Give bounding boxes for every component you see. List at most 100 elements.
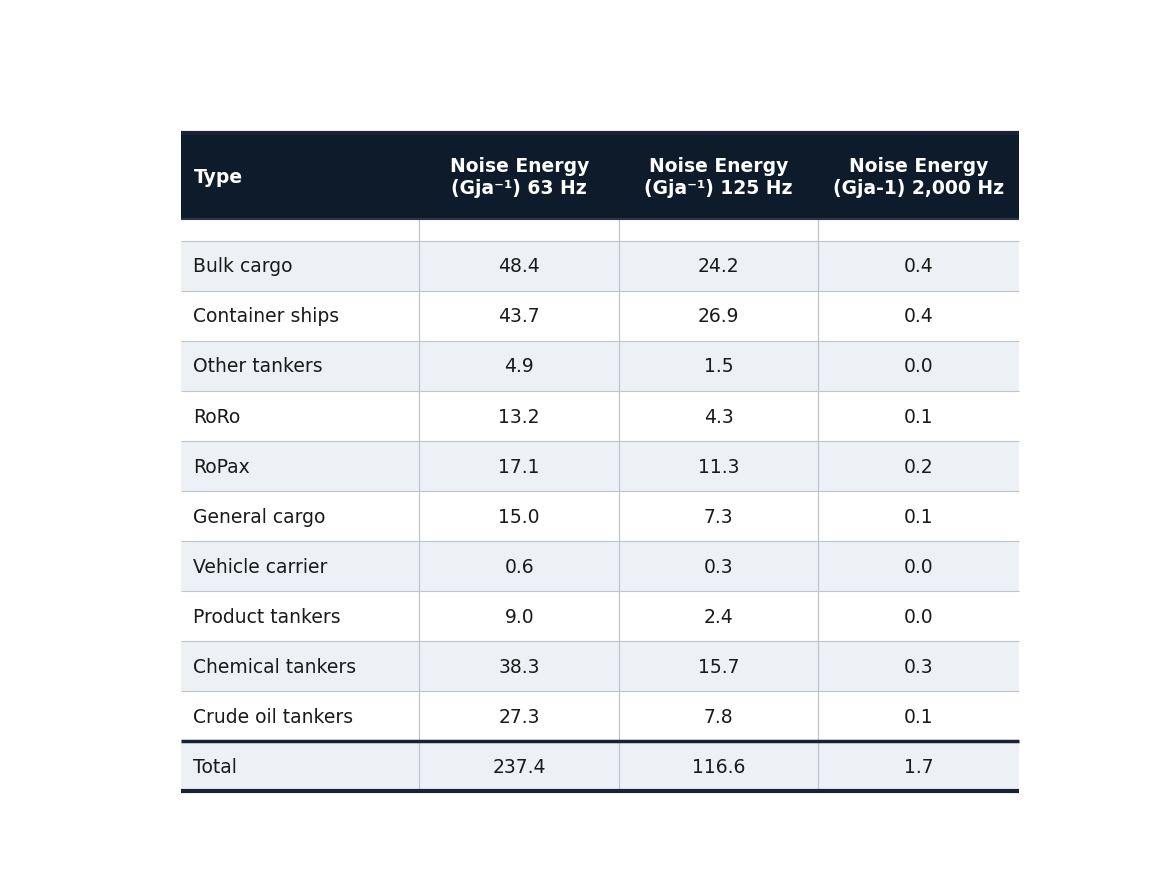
Text: Bulk cargo: Bulk cargo [193,257,292,276]
Text: Chemical tankers: Chemical tankers [193,657,357,676]
Text: RoPax: RoPax [193,457,250,476]
Bar [420,691,619,741]
Text: 0.1: 0.1 [903,407,934,426]
Bar [180,220,420,242]
Text: Container ships: Container ships [193,307,339,326]
Text: 13.2: 13.2 [498,407,539,426]
Text: 0.1: 0.1 [903,707,934,726]
Bar [180,133,420,220]
Bar [420,391,619,441]
Text: 9.0: 9.0 [504,607,534,626]
Bar [180,391,420,441]
Text: 38.3: 38.3 [498,657,539,676]
Text: Noise Energy
(Gja⁻¹) 63 Hz: Noise Energy (Gja⁻¹) 63 Hz [449,156,589,197]
Text: 116.6: 116.6 [691,757,745,776]
Text: Other tankers: Other tankers [193,357,323,376]
Bar [818,441,1019,491]
Bar [818,641,1019,691]
Bar [619,741,818,791]
Bar [180,491,420,541]
Text: 7.8: 7.8 [704,707,734,726]
Bar [180,441,420,491]
Bar [420,491,619,541]
Bar [180,741,420,791]
Bar [818,491,1019,541]
Text: 237.4: 237.4 [493,757,546,776]
Bar [818,691,1019,741]
Text: 1.5: 1.5 [704,357,734,376]
Text: General cargo: General cargo [193,507,325,526]
Text: 0.0: 0.0 [903,357,934,376]
Bar [818,220,1019,242]
Bar [818,741,1019,791]
Bar [619,641,818,691]
Bar [619,292,818,342]
Bar [420,641,619,691]
Text: 0.4: 0.4 [903,307,934,326]
Bar [180,292,420,342]
Bar [818,292,1019,342]
Text: 0.4: 0.4 [903,257,934,276]
Text: Noise Energy
(Gja⁻¹) 125 Hz: Noise Energy (Gja⁻¹) 125 Hz [645,156,793,197]
Text: Type: Type [193,168,242,186]
Bar [818,591,1019,641]
Bar [180,691,420,741]
Bar [420,242,619,292]
Bar [180,242,420,292]
Text: 24.2: 24.2 [697,257,739,276]
Text: 4.9: 4.9 [504,357,534,376]
Text: 0.1: 0.1 [903,507,934,526]
Text: 1.7: 1.7 [903,757,934,776]
Text: 15.7: 15.7 [697,657,739,676]
Text: Noise Energy
(Gja-1) 2,000 Hz: Noise Energy (Gja-1) 2,000 Hz [833,156,1004,197]
Bar [619,541,818,591]
Bar [619,441,818,491]
Text: Vehicle carrier: Vehicle carrier [193,557,328,576]
Bar [420,741,619,791]
Text: 17.1: 17.1 [498,457,539,476]
Text: 0.6: 0.6 [504,557,534,576]
Bar [420,591,619,641]
Bar [180,541,420,591]
Text: 15.0: 15.0 [498,507,539,526]
Text: 0.3: 0.3 [903,657,934,676]
Bar [420,441,619,491]
Bar [420,220,619,242]
Bar [180,341,420,391]
Text: 7.3: 7.3 [704,507,734,526]
Bar [619,391,818,441]
Text: 0.0: 0.0 [903,557,934,576]
Bar [619,242,818,292]
Text: 0.2: 0.2 [903,457,934,476]
Text: 48.4: 48.4 [498,257,541,276]
Text: 11.3: 11.3 [697,457,739,476]
Bar [420,541,619,591]
Text: 43.7: 43.7 [498,307,541,326]
Text: Total: Total [193,757,238,776]
Text: 0.3: 0.3 [704,557,734,576]
Bar [818,341,1019,391]
Bar [619,491,818,541]
Text: 0.0: 0.0 [903,607,934,626]
Bar [420,292,619,342]
Bar [818,391,1019,441]
Bar [619,691,818,741]
Bar [818,541,1019,591]
Text: Crude oil tankers: Crude oil tankers [193,707,353,726]
Text: 4.3: 4.3 [703,407,734,426]
Bar [818,133,1019,220]
Text: 26.9: 26.9 [697,307,739,326]
Bar [420,341,619,391]
Text: RoRo: RoRo [193,407,241,426]
Text: 2.4: 2.4 [703,607,734,626]
Bar [619,341,818,391]
Bar [619,133,818,220]
Bar [180,591,420,641]
Bar [180,641,420,691]
Text: Product tankers: Product tankers [193,607,340,626]
Bar [420,133,619,220]
Bar [619,220,818,242]
Bar [818,242,1019,292]
Text: 27.3: 27.3 [498,707,539,726]
Bar [619,591,818,641]
